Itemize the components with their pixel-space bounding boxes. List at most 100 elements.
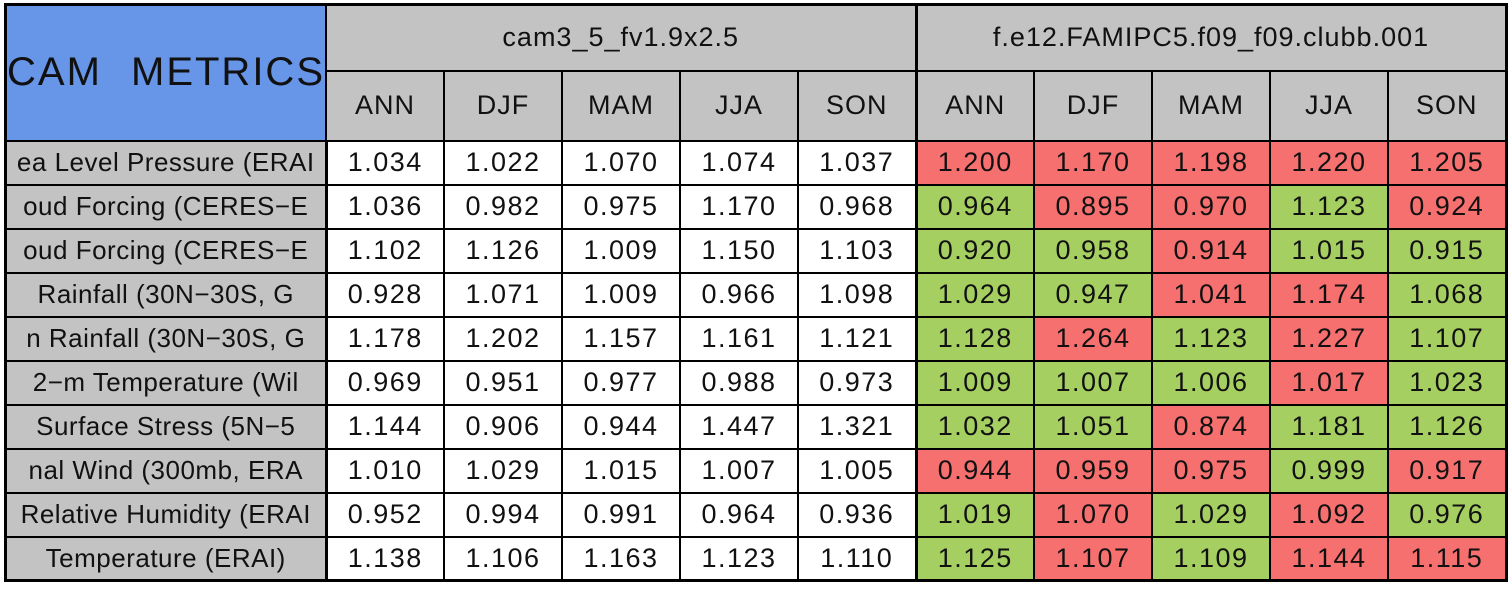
- value-cell-control: 1.071: [443, 271, 563, 318]
- value-cell-test-red: 0.975: [1151, 447, 1271, 494]
- value-cell-test-green: 1.109: [1151, 535, 1271, 582]
- value-cell-test-green: 1.181: [1269, 403, 1389, 450]
- value-cell-control: 0.928: [325, 271, 445, 318]
- value-cell-test-red: 1.107: [1033, 535, 1153, 582]
- value-cell-control: 1.036: [325, 183, 445, 230]
- metric-label: n Rainfall (30N−30S, G: [4, 315, 328, 362]
- value-cell-test-red: 0.874: [1151, 403, 1271, 450]
- metric-row: Surface Stress (5N−5 1.144 0.906 0.944 1.447…: [4, 403, 1507, 450]
- cam-metrics-table: CAM METRICS cam3_5_fv1.9x2.5 f.e12.FAMIP…: [4, 3, 1508, 582]
- value-cell-control: 0.991: [561, 491, 681, 538]
- value-cell-control: 1.202: [443, 315, 563, 362]
- value-cell-test-red: 0.914: [1151, 227, 1271, 274]
- season-header-g1-mam: MAM: [1151, 69, 1271, 142]
- value-cell-control: 1.098: [797, 271, 917, 318]
- value-cell-test-green: 0.999: [1269, 447, 1389, 494]
- metric-label: nal Wind (300mb, ERA: [4, 447, 328, 494]
- season-header-g0-jja: JJA: [679, 69, 799, 142]
- value-cell-test-green: 1.107: [1387, 315, 1507, 362]
- metric-row: oud Forcing (CERES−E 1.102 1.126 1.009 1.150…: [4, 227, 1507, 274]
- metric-row: Relative Humidity (ERAI 0.952 0.994 0.991 0.…: [4, 491, 1507, 538]
- value-cell-test-green: 0.976: [1387, 491, 1507, 538]
- value-cell-control: 0.975: [561, 183, 681, 230]
- table-title: CAM METRICS: [4, 3, 327, 142]
- value-cell-test-red: 1.144: [1269, 535, 1389, 582]
- value-cell-control: 1.037: [797, 139, 917, 186]
- value-cell-test-green: 0.958: [1033, 227, 1153, 274]
- metric-label: oud Forcing (CERES−E: [4, 183, 328, 230]
- value-cell-control: 0.952: [325, 491, 445, 538]
- value-cell-test-green: 0.964: [914, 183, 1035, 230]
- value-cell-test-red: 0.944: [914, 447, 1035, 494]
- value-cell-control: 1.009: [561, 271, 681, 318]
- metric-row: oud Forcing (CERES−E 1.036 0.982 0.975 1.170…: [4, 183, 1507, 230]
- metric-label: Rainfall (30N−30S, G: [4, 271, 328, 318]
- season-header-g1-son: SON: [1387, 69, 1507, 142]
- value-cell-control: 0.966: [679, 271, 799, 318]
- season-header-g1-jja: JJA: [1269, 69, 1389, 142]
- value-cell-control: 1.123: [679, 535, 799, 582]
- value-cell-test-green: 0.915: [1387, 227, 1507, 274]
- value-cell-test-green: 1.032: [914, 403, 1035, 450]
- metric-row: Temperature (ERAI) 1.138 1.106 1.163 1.123 1.…: [4, 535, 1507, 582]
- metric-row: nal Wind (300mb, ERA 1.010 1.029 1.015 1.007…: [4, 447, 1507, 494]
- value-cell-control: 1.170: [679, 183, 799, 230]
- value-cell-test-red: 0.924: [1387, 183, 1507, 230]
- value-cell-test-red: 1.200: [914, 139, 1035, 186]
- value-cell-control: 1.029: [443, 447, 563, 494]
- metric-label: Surface Stress (5N−5: [4, 403, 328, 450]
- season-header-g0-ann: ANN: [325, 69, 445, 142]
- metric-label: Temperature (ERAI): [4, 535, 328, 582]
- value-cell-control: 1.015: [561, 447, 681, 494]
- value-cell-test-green: 0.920: [914, 227, 1035, 274]
- value-cell-control: 0.964: [679, 491, 799, 538]
- value-cell-test-green: 1.007: [1033, 359, 1153, 406]
- value-cell-test-green: 1.019: [914, 491, 1035, 538]
- value-cell-test-green: 1.128: [914, 315, 1035, 362]
- value-cell-control: 0.994: [443, 491, 563, 538]
- value-cell-control: 0.982: [443, 183, 563, 230]
- value-cell-test-red: 1.170: [1033, 139, 1153, 186]
- value-cell-test-green: 1.125: [914, 535, 1035, 582]
- model-header-control: cam3_5_fv1.9x2.5: [325, 3, 917, 72]
- value-cell-control: 1.144: [325, 403, 445, 450]
- metric-row: 2−m Temperature (Wil 0.969 0.951 0.977 0.988…: [4, 359, 1507, 406]
- value-cell-test-green: 1.123: [1269, 183, 1389, 230]
- value-cell-test-green: 1.015: [1269, 227, 1389, 274]
- value-cell-test-green: 1.029: [1151, 491, 1271, 538]
- value-cell-test-red: 0.959: [1033, 447, 1153, 494]
- value-cell-test-red: 1.070: [1033, 491, 1153, 538]
- value-cell-control: 0.906: [443, 403, 563, 450]
- model-header-row: CAM METRICS cam3_5_fv1.9x2.5 f.e12.FAMIP…: [4, 3, 1507, 142]
- value-cell-control: 1.009: [561, 227, 681, 274]
- metric-label: ea Level Pressure (ERAI: [4, 139, 328, 186]
- value-cell-test-green: 1.029: [914, 271, 1035, 318]
- metric-label: Relative Humidity (ERAI: [4, 491, 328, 538]
- value-cell-control: 1.005: [797, 447, 917, 494]
- value-cell-control: 1.163: [561, 535, 681, 582]
- value-cell-control: 1.121: [797, 315, 917, 362]
- value-cell-control: 1.157: [561, 315, 681, 362]
- metric-label: 2−m Temperature (Wil: [4, 359, 328, 406]
- value-cell-control: 1.022: [443, 139, 563, 186]
- value-cell-control: 1.103: [797, 227, 917, 274]
- value-cell-test-green: 1.009: [914, 359, 1035, 406]
- value-cell-control: 1.161: [679, 315, 799, 362]
- season-header-row: ANN DJF MAM JJA SON ANN DJF MAM JJA SON: [6, 69, 1507, 142]
- value-cell-test-green: 1.123: [1151, 315, 1271, 362]
- metric-row: n Rainfall (30N−30S, G 1.178 1.202 1.157 1.1…: [4, 315, 1507, 362]
- value-cell-control: 1.034: [325, 139, 445, 186]
- value-cell-control: 0.988: [679, 359, 799, 406]
- value-cell-test-red: 1.264: [1033, 315, 1153, 362]
- season-header-g1-djf: DJF: [1033, 69, 1153, 142]
- value-cell-control: 0.968: [797, 183, 917, 230]
- value-cell-test-green: 1.006: [1151, 359, 1271, 406]
- value-cell-control: 1.138: [325, 535, 445, 582]
- value-cell-test-red: 1.017: [1269, 359, 1389, 406]
- value-cell-control: 0.951: [443, 359, 563, 406]
- value-cell-control: 0.969: [325, 359, 445, 406]
- value-cell-control: 1.010: [325, 447, 445, 494]
- season-header-g0-mam: MAM: [561, 69, 681, 142]
- value-cell-test-green: 1.023: [1387, 359, 1507, 406]
- value-cell-test-red: 1.198: [1151, 139, 1271, 186]
